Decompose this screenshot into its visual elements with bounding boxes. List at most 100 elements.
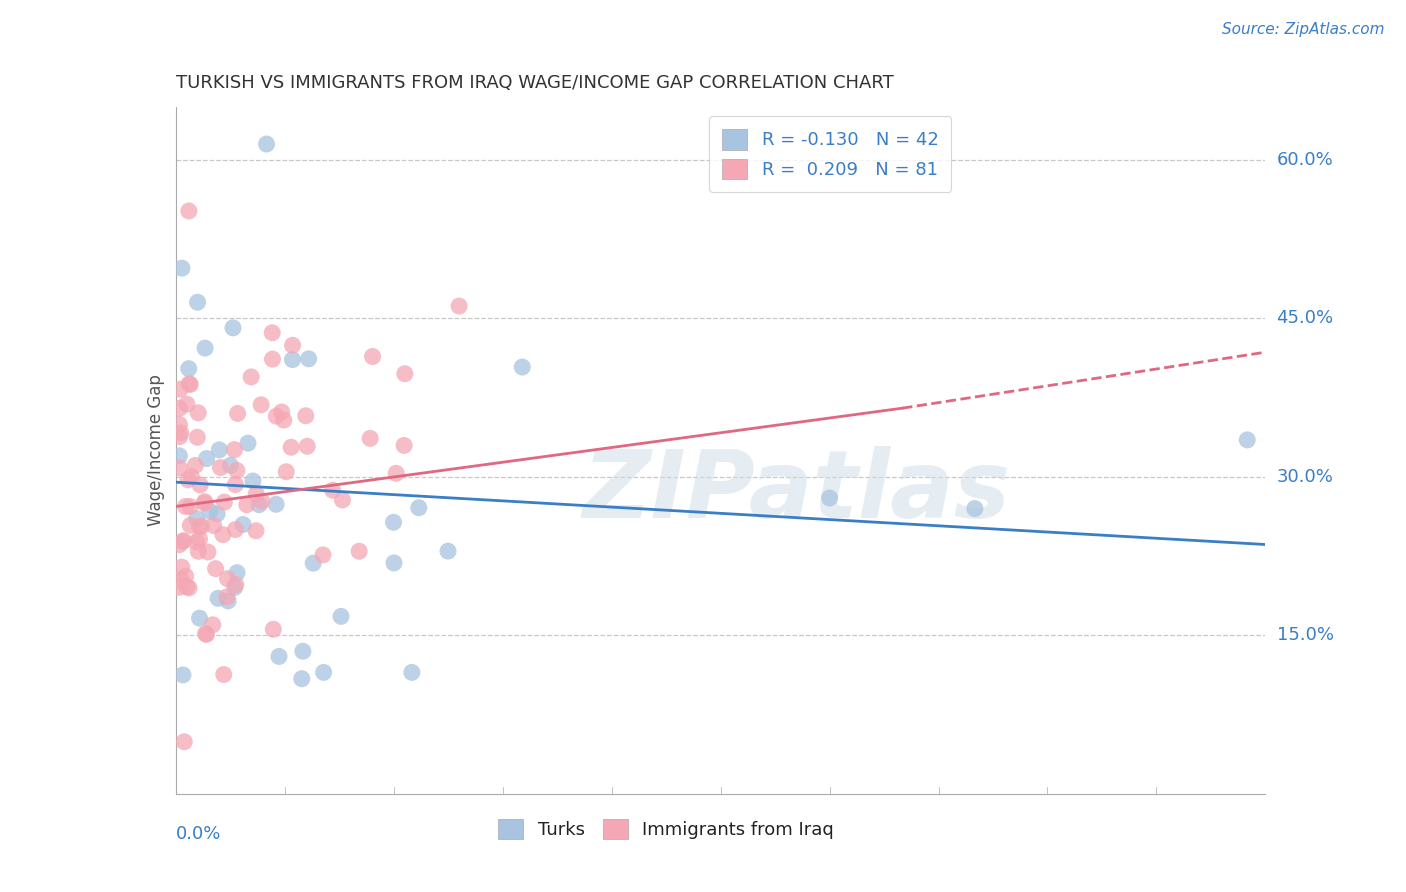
Point bbox=[222, 321, 245, 335]
Point bbox=[194, 496, 217, 510]
Text: TURKISH VS IMMIGRANTS FROM IRAQ WAGE/INCOME GAP CORRELATION CHART: TURKISH VS IMMIGRANTS FROM IRAQ WAGE/INC… bbox=[176, 74, 893, 92]
Point bbox=[170, 560, 193, 574]
Point bbox=[385, 467, 408, 481]
Point bbox=[197, 545, 219, 559]
Text: 60.0%: 60.0% bbox=[1277, 151, 1333, 169]
Point bbox=[207, 591, 229, 606]
Point bbox=[262, 326, 284, 340]
Point bbox=[266, 409, 288, 423]
Point bbox=[232, 517, 254, 532]
Point bbox=[172, 534, 194, 549]
Point bbox=[170, 261, 193, 276]
Point bbox=[180, 469, 202, 483]
Text: 45.0%: 45.0% bbox=[1277, 310, 1334, 327]
Point bbox=[359, 431, 381, 445]
Point bbox=[215, 590, 238, 604]
Point bbox=[169, 401, 191, 416]
Point bbox=[179, 377, 201, 392]
Point bbox=[190, 519, 212, 533]
Point bbox=[195, 451, 218, 466]
Point bbox=[214, 495, 236, 509]
Point bbox=[205, 507, 228, 521]
Point bbox=[818, 491, 841, 505]
Point bbox=[188, 532, 211, 546]
Point bbox=[250, 494, 273, 508]
Point bbox=[240, 370, 263, 384]
Point bbox=[179, 376, 201, 391]
Point bbox=[173, 533, 195, 548]
Point bbox=[177, 204, 200, 219]
Point bbox=[273, 413, 295, 427]
Point bbox=[187, 406, 209, 420]
Point bbox=[408, 500, 430, 515]
Point bbox=[361, 350, 384, 364]
Legend: Turks, Immigrants from Iraq: Turks, Immigrants from Iraq bbox=[491, 812, 841, 847]
Point bbox=[394, 367, 416, 381]
Point bbox=[169, 461, 191, 475]
Point bbox=[267, 649, 290, 664]
Point bbox=[208, 442, 231, 457]
Point bbox=[276, 465, 298, 479]
Point bbox=[291, 672, 314, 686]
Point bbox=[242, 474, 264, 488]
Point bbox=[212, 527, 235, 541]
Text: ZIPatlas: ZIPatlas bbox=[583, 446, 1011, 538]
Point bbox=[176, 397, 198, 411]
Point bbox=[224, 477, 246, 491]
Point bbox=[195, 627, 218, 641]
Point bbox=[184, 458, 207, 473]
Point bbox=[194, 626, 217, 640]
Point bbox=[256, 136, 278, 151]
Point bbox=[262, 352, 284, 367]
Point bbox=[226, 566, 249, 580]
Point bbox=[245, 524, 267, 538]
Point bbox=[198, 504, 221, 518]
Point bbox=[270, 405, 292, 419]
Point bbox=[217, 594, 239, 608]
Point bbox=[201, 617, 224, 632]
Point bbox=[236, 436, 259, 450]
Point bbox=[510, 359, 533, 374]
Point bbox=[1236, 433, 1258, 447]
Point bbox=[330, 609, 353, 624]
Point bbox=[281, 352, 304, 367]
Y-axis label: Wage/Income Gap: Wage/Income Gap bbox=[146, 375, 165, 526]
Point bbox=[194, 494, 217, 508]
Point bbox=[169, 382, 191, 396]
Point bbox=[294, 409, 316, 423]
Point bbox=[382, 516, 405, 530]
Point bbox=[302, 556, 325, 570]
Point bbox=[245, 487, 267, 501]
Point bbox=[963, 501, 986, 516]
Point bbox=[202, 518, 225, 533]
Point bbox=[177, 581, 200, 595]
Point bbox=[174, 569, 197, 583]
Point bbox=[173, 735, 195, 749]
Point bbox=[169, 429, 191, 443]
Point bbox=[224, 442, 246, 457]
Point bbox=[169, 449, 191, 463]
Point bbox=[291, 644, 314, 658]
Point bbox=[297, 439, 319, 453]
Point bbox=[172, 668, 194, 682]
Point bbox=[225, 577, 247, 591]
Point bbox=[176, 580, 198, 594]
Point bbox=[250, 398, 273, 412]
Point bbox=[186, 430, 208, 444]
Point bbox=[401, 665, 423, 680]
Point bbox=[298, 351, 321, 366]
Text: 0.0%: 0.0% bbox=[176, 825, 221, 843]
Point bbox=[204, 561, 226, 575]
Point bbox=[225, 463, 247, 477]
Point bbox=[169, 417, 191, 432]
Point bbox=[188, 611, 211, 625]
Point bbox=[280, 440, 302, 454]
Point bbox=[169, 538, 191, 552]
Point bbox=[382, 556, 405, 570]
Point bbox=[179, 518, 201, 533]
Point bbox=[224, 581, 246, 595]
Point bbox=[212, 667, 235, 681]
Point bbox=[236, 498, 259, 512]
Point bbox=[392, 438, 415, 452]
Point bbox=[209, 460, 232, 475]
